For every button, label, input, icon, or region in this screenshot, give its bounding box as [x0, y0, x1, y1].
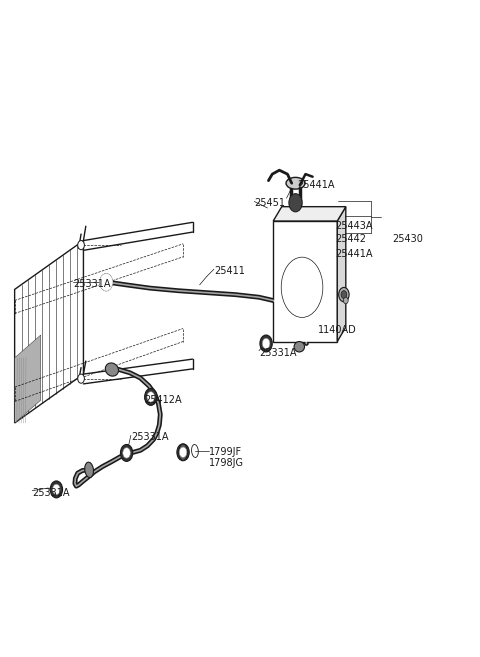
- Text: 25441A: 25441A: [335, 248, 372, 259]
- Ellipse shape: [179, 444, 187, 461]
- Circle shape: [179, 447, 187, 457]
- Circle shape: [262, 338, 270, 349]
- Text: 1140AD: 1140AD: [318, 325, 357, 336]
- Polygon shape: [273, 221, 337, 342]
- Text: 1799JF: 1799JF: [209, 447, 242, 457]
- Text: 25412A: 25412A: [144, 395, 182, 405]
- Text: 25441A: 25441A: [297, 180, 335, 190]
- Circle shape: [100, 274, 112, 290]
- Circle shape: [50, 481, 62, 498]
- Text: 1798JG: 1798JG: [209, 459, 244, 468]
- Circle shape: [53, 484, 60, 495]
- Polygon shape: [337, 207, 346, 342]
- Ellipse shape: [286, 177, 305, 189]
- Text: 25430: 25430: [392, 235, 423, 244]
- Text: 25331A: 25331A: [32, 487, 70, 497]
- Circle shape: [78, 240, 84, 250]
- Polygon shape: [14, 335, 41, 423]
- Circle shape: [78, 374, 84, 383]
- Polygon shape: [14, 240, 84, 423]
- Text: 25331A: 25331A: [73, 279, 110, 289]
- Text: 25442: 25442: [335, 234, 366, 244]
- Text: 25443A: 25443A: [335, 221, 372, 231]
- Ellipse shape: [85, 462, 94, 478]
- Text: 25411: 25411: [214, 266, 245, 276]
- Circle shape: [120, 444, 133, 461]
- Circle shape: [260, 335, 272, 352]
- Circle shape: [123, 447, 131, 458]
- Text: 25331A: 25331A: [131, 432, 168, 442]
- Circle shape: [147, 392, 155, 402]
- Circle shape: [289, 194, 302, 212]
- Ellipse shape: [341, 290, 347, 298]
- Text: 25451: 25451: [254, 198, 285, 208]
- Circle shape: [100, 274, 112, 290]
- Circle shape: [343, 297, 348, 304]
- Polygon shape: [273, 207, 346, 221]
- Ellipse shape: [339, 287, 349, 302]
- Text: 25331A: 25331A: [259, 348, 297, 357]
- Circle shape: [177, 444, 189, 461]
- Ellipse shape: [294, 342, 304, 352]
- Ellipse shape: [105, 363, 119, 376]
- Circle shape: [144, 388, 157, 405]
